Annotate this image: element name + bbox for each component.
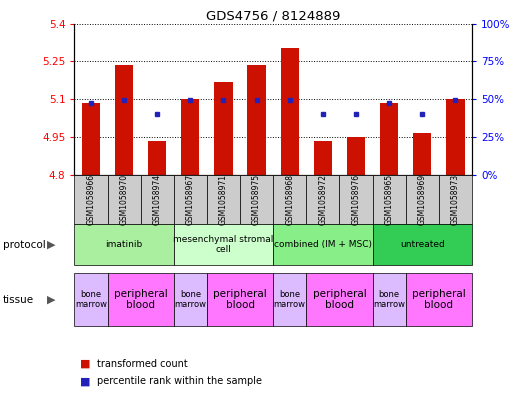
Text: GSM1058976: GSM1058976 xyxy=(351,174,361,225)
Text: bone
marrow: bone marrow xyxy=(274,290,306,309)
Text: ■: ■ xyxy=(80,358,90,369)
Text: GSM1058975: GSM1058975 xyxy=(252,174,261,225)
Text: GSM1058973: GSM1058973 xyxy=(451,174,460,225)
Text: imatinib: imatinib xyxy=(106,240,143,249)
Text: bone
marrow: bone marrow xyxy=(373,290,405,309)
Text: GSM1058974: GSM1058974 xyxy=(153,174,162,225)
Text: GSM1058966: GSM1058966 xyxy=(87,174,95,225)
Text: bone
marrow: bone marrow xyxy=(174,290,206,309)
Text: protocol: protocol xyxy=(3,240,45,250)
Text: GSM1058971: GSM1058971 xyxy=(219,174,228,225)
Text: peripheral
blood: peripheral blood xyxy=(312,289,366,310)
Text: combined (IM + MSC): combined (IM + MSC) xyxy=(274,240,372,249)
Text: untreated: untreated xyxy=(400,240,445,249)
Bar xyxy=(181,99,200,175)
Text: ▶: ▶ xyxy=(47,295,55,305)
Bar xyxy=(247,65,266,175)
Text: peripheral
blood: peripheral blood xyxy=(213,289,267,310)
Bar xyxy=(314,141,332,175)
Text: bone
marrow: bone marrow xyxy=(75,290,107,309)
Bar xyxy=(380,103,398,175)
Text: GSM1058967: GSM1058967 xyxy=(186,174,195,225)
Bar xyxy=(82,103,100,175)
Text: GSM1058968: GSM1058968 xyxy=(285,174,294,225)
Text: transformed count: transformed count xyxy=(97,358,188,369)
Bar xyxy=(347,137,365,175)
Text: GSM1058972: GSM1058972 xyxy=(319,174,327,225)
Text: tissue: tissue xyxy=(3,295,34,305)
Text: GSM1058969: GSM1058969 xyxy=(418,174,427,225)
Text: ▶: ▶ xyxy=(47,240,55,250)
Bar xyxy=(446,99,464,175)
Bar xyxy=(413,133,431,175)
Title: GDS4756 / 8124889: GDS4756 / 8124889 xyxy=(206,9,340,22)
Text: peripheral
blood: peripheral blood xyxy=(114,289,168,310)
Text: mesenchymal stromal
cell: mesenchymal stromal cell xyxy=(173,235,273,254)
Text: percentile rank within the sample: percentile rank within the sample xyxy=(97,376,263,386)
Text: GSM1058965: GSM1058965 xyxy=(385,174,393,225)
Bar xyxy=(281,48,299,175)
Bar xyxy=(214,82,232,175)
Bar xyxy=(148,141,166,175)
Text: GSM1058970: GSM1058970 xyxy=(120,174,129,225)
Text: peripheral
blood: peripheral blood xyxy=(412,289,466,310)
Bar xyxy=(115,65,133,175)
Text: ■: ■ xyxy=(80,376,90,386)
